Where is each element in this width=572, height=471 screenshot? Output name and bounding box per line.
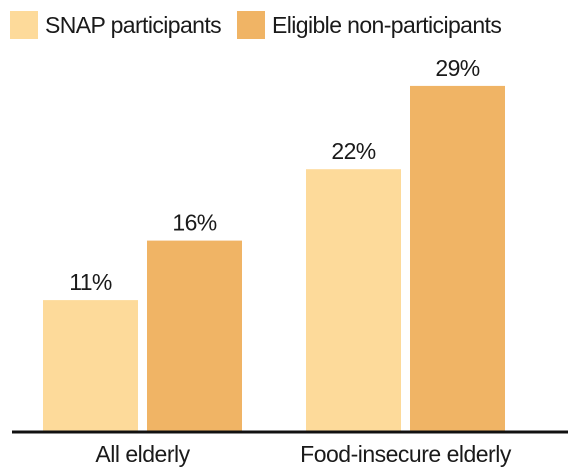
data-label-food-insecure-elderly-eligible-non-participants: 29%: [435, 55, 479, 81]
legend-swatch-eligible-non-participants: [237, 11, 266, 39]
bar-food-insecure-elderly-eligible-non-participants: [410, 85, 505, 432]
category-label-food-insecure-elderly: Food-insecure elderly: [300, 441, 512, 467]
legend-swatch-snap-participants: [10, 11, 38, 39]
bar-food-insecure-elderly-snap-participants: [306, 169, 401, 431]
legend-item-eligible-non-participants: Eligible non-participants: [237, 11, 502, 39]
category-label-all-elderly: All elderly: [95, 441, 190, 467]
bar-all-elderly-snap-participants: [43, 300, 138, 431]
legend: SNAP participants Eligible non-participa…: [10, 8, 517, 42]
data-label-all-elderly-eligible-non-participants: 16%: [172, 210, 216, 236]
legend-label-snap-participants: SNAP participants: [45, 11, 222, 38]
data-label-all-elderly-snap-participants: 11%: [69, 269, 112, 295]
legend-label-eligible-non-participants: Eligible non-participants: [272, 11, 502, 38]
legend-item-snap-participants: SNAP participants: [10, 11, 222, 39]
data-label-food-insecure-elderly-snap-participants: 22%: [331, 138, 375, 164]
bar-all-elderly-eligible-non-participants: [147, 240, 242, 431]
